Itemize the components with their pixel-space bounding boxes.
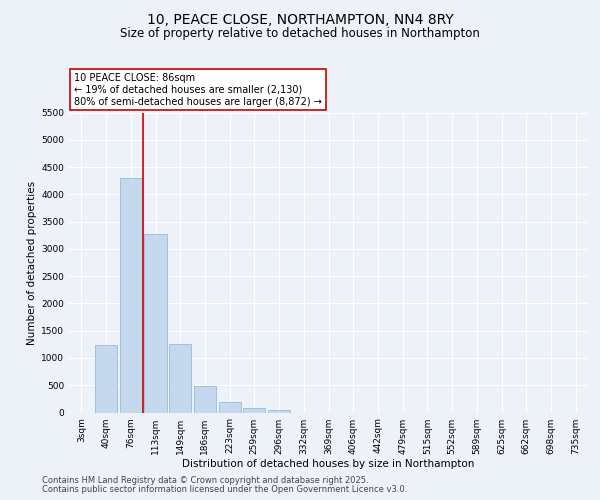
X-axis label: Distribution of detached houses by size in Northampton: Distribution of detached houses by size …	[182, 460, 475, 469]
Bar	[268, 410, 290, 412]
Text: Size of property relative to detached houses in Northampton: Size of property relative to detached ho…	[120, 28, 480, 40]
Bar	[145, 234, 167, 412]
Text: 10 PEACE CLOSE: 86sqm
← 19% of detached houses are smaller (2,130)
80% of semi-d: 10 PEACE CLOSE: 86sqm ← 19% of detached …	[74, 74, 322, 106]
Bar	[194, 386, 216, 412]
Text: 10, PEACE CLOSE, NORTHAMPTON, NN4 8RY: 10, PEACE CLOSE, NORTHAMPTON, NN4 8RY	[146, 12, 454, 26]
Bar	[243, 408, 265, 412]
Bar	[218, 402, 241, 412]
Text: Contains public sector information licensed under the Open Government Licence v3: Contains public sector information licen…	[42, 485, 407, 494]
Bar	[169, 344, 191, 412]
Text: Contains HM Land Registry data © Crown copyright and database right 2025.: Contains HM Land Registry data © Crown c…	[42, 476, 368, 485]
Bar	[119, 178, 142, 412]
Bar	[95, 346, 117, 412]
Y-axis label: Number of detached properties: Number of detached properties	[27, 180, 37, 344]
